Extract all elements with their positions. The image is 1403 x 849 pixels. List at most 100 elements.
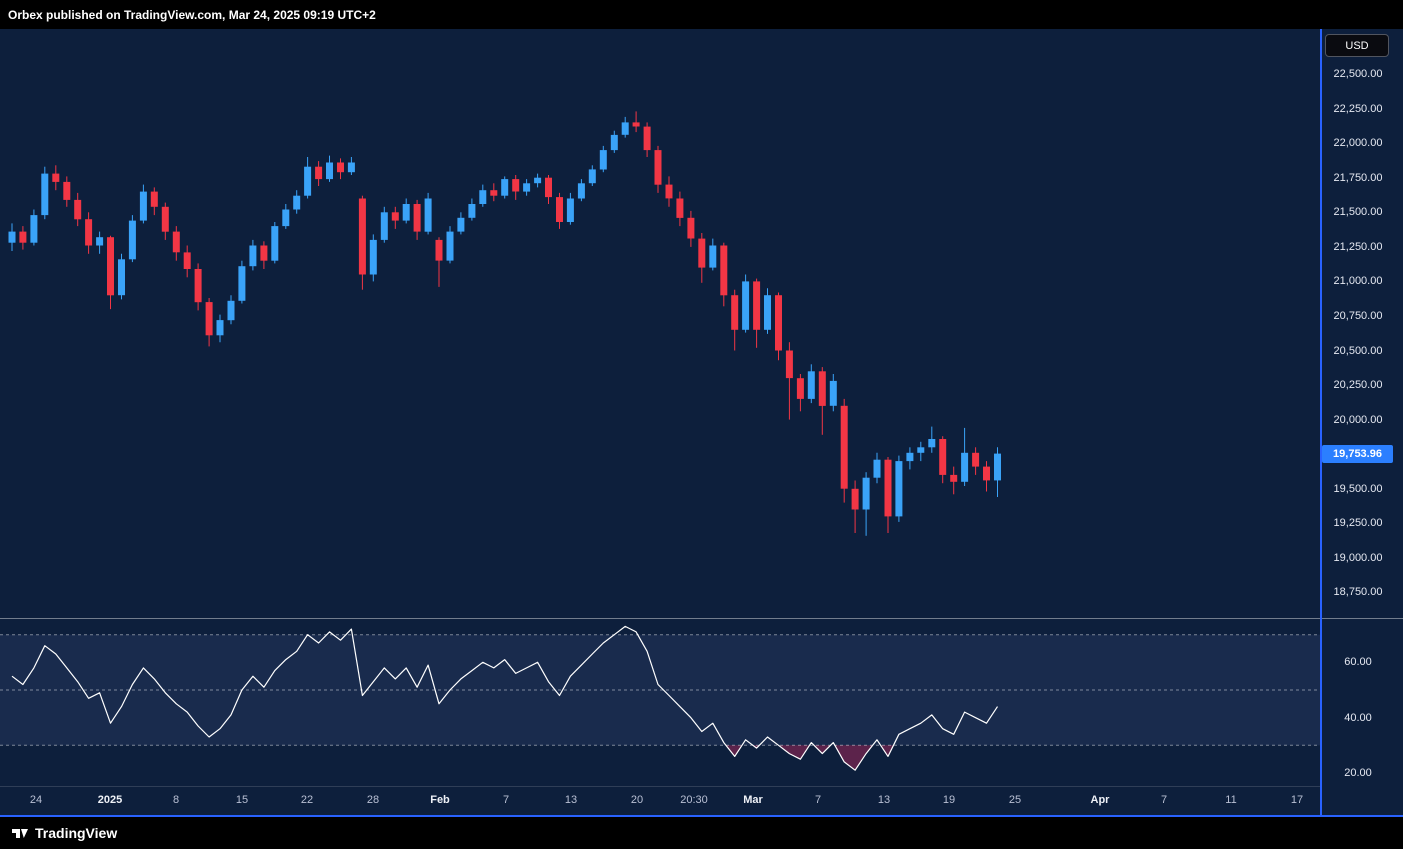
candle-body (216, 320, 224, 336)
rsi-pane[interactable] (0, 620, 1320, 786)
candle-body (304, 166, 312, 196)
candle-body (260, 245, 268, 261)
candle-body (906, 452, 914, 462)
candle-body (150, 191, 158, 207)
time-axis-label: 20:30 (680, 794, 708, 806)
price-axis-label: 22,500.00 (1333, 68, 1383, 80)
time-axis-label: Mar (743, 794, 763, 806)
candle-body (172, 231, 180, 253)
candle-body (337, 162, 344, 173)
candle-body (961, 452, 969, 482)
candle-body (19, 231, 27, 243)
candle-body (785, 350, 793, 379)
candle-body (96, 237, 104, 246)
candle-body (30, 215, 38, 243)
candle-body (610, 134, 618, 151)
candle-body (928, 439, 936, 448)
candle-body (315, 166, 323, 180)
price-axis-label: 20,750.00 (1333, 310, 1383, 322)
rsi-band (0, 634, 1320, 746)
candle-body (818, 371, 826, 406)
candle-body (238, 266, 246, 301)
rsi-axis-label: 60.00 (1344, 656, 1372, 668)
candle-body (479, 190, 487, 204)
candle-body (972, 452, 980, 467)
candle-body (8, 231, 16, 243)
candle-body (753, 281, 761, 330)
candle-body (840, 405, 848, 489)
time-axis-label: Feb (430, 794, 450, 806)
candle-body (577, 183, 585, 199)
candle-body (501, 179, 509, 196)
time-axis[interactable]: 24 2025 8 15 22 28 Feb 7 13 20 20:30 Mar 7 13 19 25 Apr 7… (0, 787, 1320, 816)
main-chart-pane[interactable] (0, 29, 1320, 618)
candle-body (862, 477, 870, 510)
time-axis-label: 22 (300, 794, 314, 806)
candle-body (994, 453, 1001, 481)
candle-body (851, 488, 859, 510)
time-axis-label: 24 (29, 794, 43, 806)
candle-body (490, 190, 498, 196)
candle-body (435, 239, 443, 261)
candle-body (468, 204, 476, 218)
candle-body (621, 122, 629, 135)
candle-body (698, 238, 706, 268)
candle-body (665, 184, 673, 199)
candle-body (983, 466, 990, 481)
candle-body (424, 198, 432, 232)
rsi-line (11, 625, 999, 771)
price-axis-label: 21,500.00 (1333, 206, 1383, 218)
candle-body (720, 245, 728, 296)
time-axis-label: 15 (235, 794, 249, 806)
currency-button[interactable]: USD (1325, 34, 1389, 57)
footer-bar: TradingView (0, 817, 1403, 849)
price-axis-label: 19,500.00 (1333, 483, 1383, 495)
rsi-axis-separator (0, 786, 1320, 787)
time-axis-label: 17 (1290, 794, 1304, 806)
candle-body (326, 162, 333, 180)
price-axis-label: 20,000.00 (1333, 414, 1383, 426)
candle-body (358, 198, 366, 275)
publish-info: Orbex published on TradingView.com, Mar … (8, 7, 376, 22)
candle-body (369, 239, 377, 275)
time-axis-label: 2025 (97, 794, 123, 806)
candle-body (271, 226, 279, 261)
price-axis[interactable]: USD 19,753.96 22,500.00 22,250.00 22,000.0… (1322, 29, 1403, 816)
candle-body (41, 173, 49, 216)
tradingview-brand[interactable]: TradingView (35, 825, 118, 841)
candle-body (380, 212, 388, 240)
header-bar: Orbex published on TradingView.com, Mar … (0, 0, 1403, 29)
candle-body (709, 245, 717, 268)
candle-body (764, 295, 771, 330)
candle-body (654, 150, 662, 185)
candle-body (107, 237, 114, 296)
rsi-oversold-fill (725, 745, 894, 771)
time-axis-label: 19 (942, 794, 956, 806)
candle-body (676, 198, 684, 218)
candle-body (161, 206, 169, 232)
time-axis-label: 20 (630, 794, 644, 806)
price-axis-label: 22,250.00 (1333, 103, 1383, 115)
candle-body (446, 231, 454, 261)
time-axis-label: 28 (366, 794, 380, 806)
time-axis-label: 7 (502, 794, 510, 806)
time-axis-label: 7 (814, 794, 822, 806)
candle-body (917, 447, 925, 453)
last-price-label: 19,753.96 (1322, 445, 1393, 463)
candle-body (52, 173, 60, 182)
time-axis-border-line (0, 815, 1403, 817)
candle-body (523, 183, 531, 192)
candle-body (85, 219, 93, 246)
candle-body (139, 191, 147, 221)
tradingview-logo-icon[interactable] (10, 824, 29, 843)
rsi-axis-label: 20.00 (1344, 767, 1372, 779)
candle-body (566, 198, 574, 222)
price-axis-label: 21,250.00 (1333, 241, 1383, 253)
candle-body (545, 177, 552, 198)
price-axis-label: 19,000.00 (1333, 552, 1383, 564)
pane-separator[interactable] (0, 618, 1403, 619)
price-axis-label: 20,500.00 (1333, 345, 1383, 357)
candle-body (829, 380, 837, 406)
candle-body (588, 169, 596, 184)
candle-body (873, 459, 881, 478)
